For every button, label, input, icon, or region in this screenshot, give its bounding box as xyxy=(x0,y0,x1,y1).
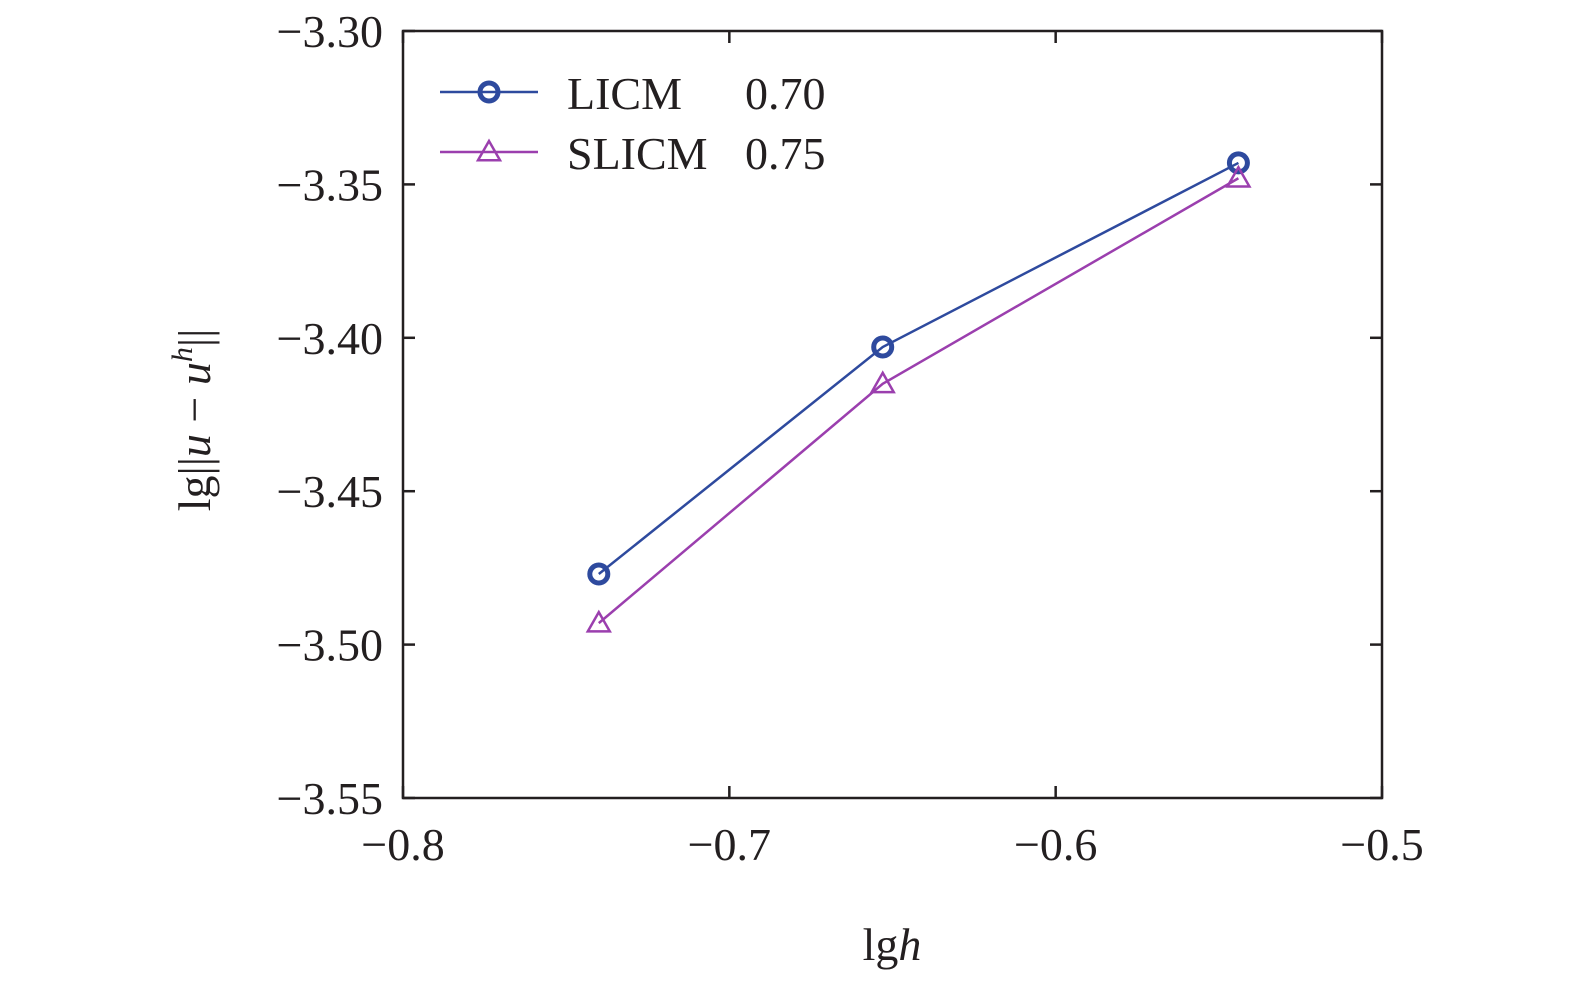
legend-marker-licm xyxy=(477,80,501,104)
y-axis-title-var1: u xyxy=(169,434,220,457)
legend-label-licm: LICM xyxy=(567,68,682,119)
legend-marker-slicm xyxy=(475,138,503,162)
x-tick-label: −0.7 xyxy=(688,819,771,870)
x-axis-title-var: h xyxy=(898,919,921,970)
y-tick-label: −3.30 xyxy=(277,6,383,57)
x-axis-title-prefix: lg xyxy=(863,919,899,970)
legend-rate-slicm: 0.75 xyxy=(745,128,826,179)
y-tick-label: −3.45 xyxy=(277,466,383,517)
y-axis-title: lg||u − uh|| xyxy=(166,329,220,512)
x-tick-label: −0.5 xyxy=(1340,819,1423,870)
series-licm-line xyxy=(598,161,1239,576)
y-axis-title-suffix: || xyxy=(169,329,220,347)
y-axis-title-prefix: lg|| xyxy=(169,457,220,511)
y-tick-label: −3.50 xyxy=(277,620,383,671)
series-slicm-point xyxy=(869,370,896,394)
y-tick-label: −3.35 xyxy=(277,159,383,210)
series-licm-point xyxy=(871,335,895,359)
series-licm-point xyxy=(587,562,611,586)
series-slicm-point xyxy=(585,609,612,633)
x-tick-label: −0.8 xyxy=(361,819,444,870)
legend: LICM 0.70 SLICM 0.75 xyxy=(440,68,826,179)
legend-label-slicm: SLICM xyxy=(567,128,708,179)
axes: −0.8 −0.7 −0.6 −0.5 −3.30 −3.35 −3.40 −3.45 −3.5… xyxy=(277,6,1424,870)
series-layer xyxy=(585,151,1252,633)
legend-rate-licm: 0.70 xyxy=(745,68,826,119)
x-axis-title: lgh xyxy=(863,919,922,970)
series-slicm-line xyxy=(597,177,1240,625)
series-licm-point xyxy=(1226,151,1250,175)
series-slicm xyxy=(585,164,1252,633)
series-slicm-point xyxy=(1225,164,1252,188)
y-tick-label: −3.55 xyxy=(277,773,383,824)
x-tick-label: −0.6 xyxy=(1014,819,1097,870)
y-axis-title-var2: u xyxy=(169,362,220,385)
y-tick-label: −3.40 xyxy=(277,313,383,364)
plot-frame xyxy=(401,29,1384,800)
series-licm xyxy=(587,151,1250,586)
y-axis-title-sup: h xyxy=(166,347,199,362)
y-axis-title-minus: − xyxy=(169,385,220,434)
